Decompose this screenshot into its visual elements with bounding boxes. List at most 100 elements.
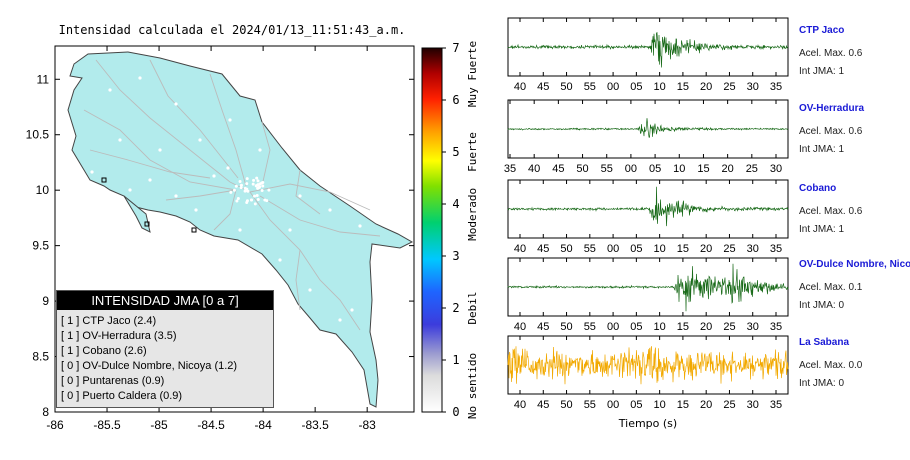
time-tick-label: 05 [630,81,642,93]
road [95,59,251,193]
time-tick-label: 35 [770,399,782,411]
seismogram-panel: 40 45 50 55 00 05 10 15 20 25 30 35 [507,17,789,93]
time-tick-label: 35 [770,243,782,255]
time-tick-label: 50 [560,243,572,255]
station-jma: Int JMA: 0 [799,300,845,311]
lat-tick-label: 8 [42,405,49,419]
legend-label: Cobano (2.6) [82,345,147,357]
town-dot [194,208,198,212]
town-dot [234,184,238,188]
lat-tick-label: 11 [37,72,50,86]
colorbar-category-label: No sentido [466,353,479,419]
seismogram-panel: 40 45 50 55 00 05 10 15 20 25 30 35 [507,335,789,411]
time-tick-label: 55 [584,321,596,333]
colorbar-tick-label: 7 [452,41,459,55]
time-tick-label: 45 [537,399,549,411]
town-dot [174,102,178,106]
town-dot [256,179,260,183]
town-dot [255,184,259,188]
legend-level: [ 1 ] [61,345,80,357]
town-dot [128,188,132,192]
town-dot [238,179,242,183]
station-accel: Acel. Max. 0.6 [799,206,863,217]
nicoya-peninsula [123,195,151,233]
road [295,249,301,311]
town-dot [239,183,243,187]
town-dot [198,138,202,142]
legend-level: [ 0 ] [61,390,80,402]
time-tick-label: 20 [700,399,712,411]
time-tick-label: 10 [654,81,666,93]
time-tick-label: 25 [723,399,735,411]
lon-tick-label: -84.5 [197,418,225,432]
town-dot [260,188,264,192]
time-tick-label: 35 [770,81,782,93]
time-tick-label: 20 [700,243,712,255]
legend-level: [ 0 ] [61,375,80,387]
time-tick-label: 10 [654,321,666,333]
seismogram-trace [507,346,789,385]
town-dot [253,202,257,206]
town-dot [212,174,216,178]
colorbar-categories: No sentido Debil Moderado Fuerte Muy Fuerte [466,41,479,419]
station-name: CTP Jaco [799,25,845,36]
map-title: Intensidad calculada el 2024/01/13_11:51… [59,23,406,37]
time-tick-label: 30 [747,399,759,411]
time-tick-label: 10 [673,163,685,175]
station-jma: Int JMA: 0 [799,378,845,389]
time-tick-label: 00 [607,399,619,411]
town-dot [243,189,247,193]
seismogram-panel: 40 45 50 55 00 05 10 15 20 25 30 35 [507,257,789,333]
time-tick-label: 40 [514,399,526,411]
time-tick-label: 25 [723,243,735,255]
lon-tick-label: -83 [359,418,377,432]
time-tick-label: 05 [630,321,642,333]
station-marker-herradura [191,227,197,233]
town-dot [174,194,178,198]
seismogram-trace [507,31,789,68]
time-tick-label: 40 [514,321,526,333]
town-dot [236,196,240,200]
time-tick-label: 55 [601,163,613,175]
legend-label: Puntarenas (0.9) [82,375,165,387]
legend-level: [ 1 ] [61,315,80,327]
town-dot [158,148,162,152]
town-dot [308,288,312,292]
lon-tick-label: -85 [150,418,168,432]
town-dot [108,88,112,92]
lon-tick-label: -86 [46,418,64,432]
legend-label: Puerto Caldera (0.9) [82,390,183,402]
legend-title: INTENSIDAD JMA [0 a 7] [57,291,273,310]
town-dot [239,186,243,190]
time-tick-label: 50 [560,321,572,333]
town-dot [245,182,249,186]
time-tick-label: 05 [630,243,642,255]
time-tick-label: 15 [677,399,689,411]
road [165,189,237,201]
town-dot [250,198,254,202]
time-tick-label: 05 [649,163,661,175]
road [213,189,237,231]
town-dot [256,198,260,202]
town-dot [90,170,94,174]
lon-tick-label: -85.5 [93,418,121,432]
road [249,191,361,331]
legend-item: [ 1 ] Cobano (2.6) [61,345,147,357]
legend-item: [ 0 ] OV-Dulce Nombre, Nicoya (1.2) [61,360,237,372]
seismogram-trace [507,118,789,138]
legend-item: [ 0 ] Puntarenas (0.9) [61,375,164,387]
town-dot [256,186,260,190]
colorbar-tick-label: 0 [452,405,459,419]
time-tick-label: 25 [723,321,735,333]
town-dot [226,166,230,170]
road [261,121,271,187]
colorbar-gradient [421,47,443,413]
road [83,109,237,191]
town-dot [338,318,342,322]
road [149,59,239,179]
town-dot [267,188,271,192]
lon-tick-label: -84 [254,418,272,432]
colorbar-tick-label: 6 [452,93,459,107]
road [249,183,371,211]
